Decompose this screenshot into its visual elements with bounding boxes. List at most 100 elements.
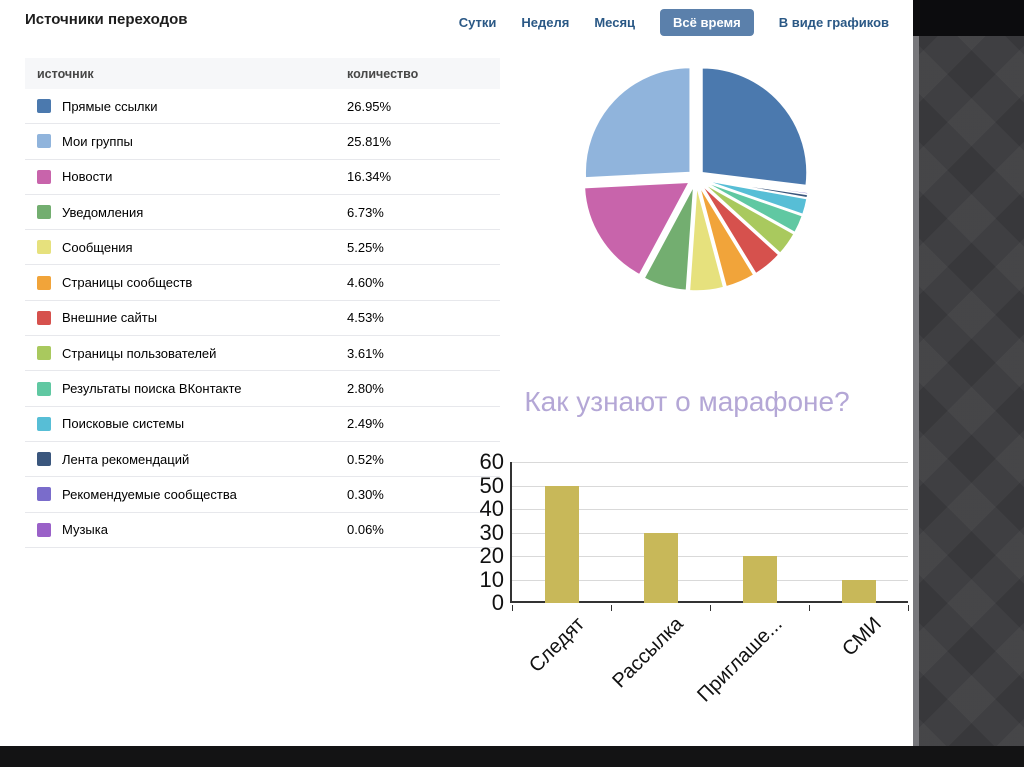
- x-axis-tick: [908, 605, 909, 611]
- pie-slice-4: [688, 185, 725, 292]
- source-percent: 4.53%: [347, 310, 384, 326]
- y-axis-tick-label: 30: [479, 519, 504, 545]
- bar-3: [841, 579, 876, 603]
- source-label: Уведомления: [62, 204, 144, 220]
- y-axis-tick-label: 10: [479, 566, 504, 592]
- x-axis-tick: [611, 605, 612, 611]
- source-cell: Внешние сайты: [25, 310, 347, 325]
- source-cell: Страницы сообществ: [25, 275, 347, 290]
- source-cell: Сообщения: [25, 240, 347, 255]
- source-label: Страницы пользователей: [62, 345, 217, 361]
- table-row: Поисковые системы 2.49%: [25, 407, 500, 442]
- legend-color-swatch: [37, 134, 51, 149]
- table-row: Сообщения 5.25%: [25, 230, 500, 266]
- x-axis-category-label: СМИ: [838, 613, 887, 661]
- source-percent: 2.80%: [347, 381, 384, 397]
- gridline: [512, 509, 908, 510]
- table-row: Страницы сообществ 4.60%: [25, 265, 500, 301]
- source-percent: 4.60%: [347, 275, 384, 291]
- pie-slice-3: [643, 185, 695, 292]
- table-row: Результаты поиска ВКонтакте 2.80%: [25, 371, 500, 407]
- x-axis-tick: [809, 605, 810, 611]
- tab-day[interactable]: Сутки: [458, 15, 497, 30]
- legend-color-swatch: [37, 522, 51, 537]
- pie-slice-9: [703, 179, 808, 216]
- source-label: Внешние сайты: [62, 310, 158, 326]
- y-axis-tick-label: 20: [479, 543, 504, 568]
- legend-color-swatch: [37, 99, 51, 114]
- table-row: Рекомендуемые сообщества 0.30%: [25, 477, 500, 513]
- bar-1: [643, 532, 678, 603]
- gridline: [512, 579, 908, 581]
- y-axis-tick-label: 0: [491, 590, 504, 615]
- source-label: Рекомендуемые сообщества: [62, 486, 237, 502]
- table-body: Прямые ссылки 26.95% Мои группы 25.81% Новос…: [25, 89, 500, 548]
- source-cell: Страницы пользователей: [25, 346, 347, 361]
- source-cell: Мои группы: [25, 134, 347, 149]
- source-percent: 25.81%: [347, 133, 392, 149]
- x-axis-tick: [512, 605, 513, 611]
- source-percent: 6.73%: [347, 204, 384, 220]
- source-label: Поисковые системы: [62, 416, 185, 432]
- source-percent: 0.52%: [347, 451, 384, 467]
- source-percent: 5.25%: [347, 239, 384, 255]
- legend-color-swatch: [37, 310, 51, 325]
- source-cell: Прямые ссылки: [25, 99, 347, 114]
- source-percent: 26.95%: [347, 98, 392, 114]
- x-axis-category-label: Рассылка: [608, 613, 689, 693]
- source-label: Новости: [62, 169, 113, 185]
- pie-slice-6: [700, 183, 780, 275]
- tab-as-charts[interactable]: В виде графиков: [778, 15, 889, 30]
- table-row: Внешние сайты 4.53%: [25, 301, 500, 337]
- table-row: Музыка 0.06%: [25, 513, 500, 548]
- pie-slice-7: [701, 182, 796, 255]
- legend-color-swatch: [37, 275, 51, 290]
- tab-all-time[interactable]: Всё время: [660, 9, 754, 36]
- source-cell: Уведомления: [25, 205, 347, 220]
- pie-slice-1: [584, 66, 691, 179]
- y-axis-tick-label: 50: [479, 472, 504, 498]
- source-cell: Новости: [25, 169, 347, 184]
- source-label: Сообщения: [62, 239, 133, 255]
- page-title: Источники переходов: [25, 11, 188, 28]
- table-row: Страницы пользователей 3.61%: [25, 336, 500, 372]
- table-row: Мои группы 25.81%: [25, 124, 500, 160]
- x-axis-category-label: Следят: [525, 613, 590, 677]
- table-row: Новости 16.34%: [25, 160, 500, 195]
- gridline: [512, 462, 908, 463]
- source-percent: 0.30%: [347, 486, 384, 502]
- legend-color-swatch: [37, 381, 51, 396]
- source-label: Лента рекомендаций: [62, 451, 190, 467]
- table-header-row: источник количество: [25, 58, 500, 89]
- source-cell: Музыка: [25, 522, 347, 537]
- source-percent: 16.34%: [347, 169, 392, 185]
- pie-slice-5: [698, 184, 755, 288]
- legend-color-swatch: [37, 452, 51, 467]
- source-label: Результаты поиска ВКонтакте: [62, 381, 242, 397]
- legend-color-swatch: [37, 169, 51, 184]
- source-label: Прямые ссылки: [62, 98, 158, 114]
- pie-slice-0: [701, 66, 808, 187]
- source-percent: 3.61%: [347, 345, 384, 361]
- pie-slice-2: [583, 181, 691, 276]
- y-axis-tick-label: 60: [479, 449, 504, 474]
- source-label: Музыка: [62, 522, 108, 538]
- legend-color-swatch: [37, 240, 51, 255]
- slide-background-band-top: [913, 0, 1024, 36]
- pie-slice-10: [703, 178, 809, 199]
- bar-0: [544, 485, 579, 603]
- bar-chart: 0 10 20 30 40 50 60 Следят Рассылка Приглаше... СМ…: [462, 440, 912, 746]
- bar-2: [742, 556, 777, 603]
- pie-slice-8: [702, 180, 804, 234]
- legend-color-swatch: [37, 205, 51, 220]
- source-cell: Поисковые системы: [25, 416, 347, 431]
- gridline: [512, 556, 908, 557]
- slide-background-bottom: [0, 746, 1024, 767]
- slide-background-band: [913, 0, 1024, 767]
- tab-month[interactable]: Месяц: [594, 15, 636, 30]
- source-label: Страницы сообществ: [62, 275, 193, 291]
- x-axis-category-label: Приглаше...: [693, 613, 788, 707]
- legend-color-swatch: [37, 487, 51, 502]
- tab-week[interactable]: Неделя: [521, 15, 570, 30]
